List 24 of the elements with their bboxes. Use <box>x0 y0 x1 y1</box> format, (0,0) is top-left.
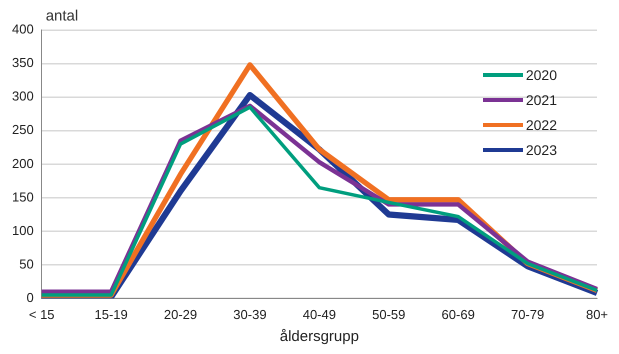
y-tick-label: 0 <box>26 290 34 305</box>
x-tick-label: 15-19 <box>94 306 128 322</box>
y-axis-title: antal <box>46 8 78 25</box>
y-tick-label: 200 <box>12 156 34 171</box>
legend-label: 2021 <box>526 92 557 108</box>
x-tick-label: 40-49 <box>302 306 336 322</box>
x-tick-label: 80+ <box>586 306 608 322</box>
x-tick-label: 60-69 <box>442 306 475 322</box>
y-tick-label: 50 <box>19 256 34 272</box>
y-tick-label: 100 <box>12 222 34 238</box>
legend-label: 2023 <box>526 142 557 158</box>
x-tick-label: 20-29 <box>164 306 198 322</box>
legend-label: 2020 <box>526 66 557 82</box>
y-tick-label: 350 <box>12 55 34 70</box>
y-tick-label: 250 <box>12 122 34 138</box>
y-tick-label: 300 <box>12 88 34 104</box>
x-tick-label: 70-79 <box>510 306 544 322</box>
x-axis-title: åldersgrupp <box>280 328 359 346</box>
y-tick-label: 150 <box>12 189 34 204</box>
x-tick-label: 50-59 <box>372 306 406 322</box>
x-tick-label: 30-39 <box>233 306 267 322</box>
x-tick-label: < 15 <box>28 306 55 322</box>
y-tick-label: 400 <box>12 22 34 37</box>
legend-label: 2022 <box>526 116 557 132</box>
